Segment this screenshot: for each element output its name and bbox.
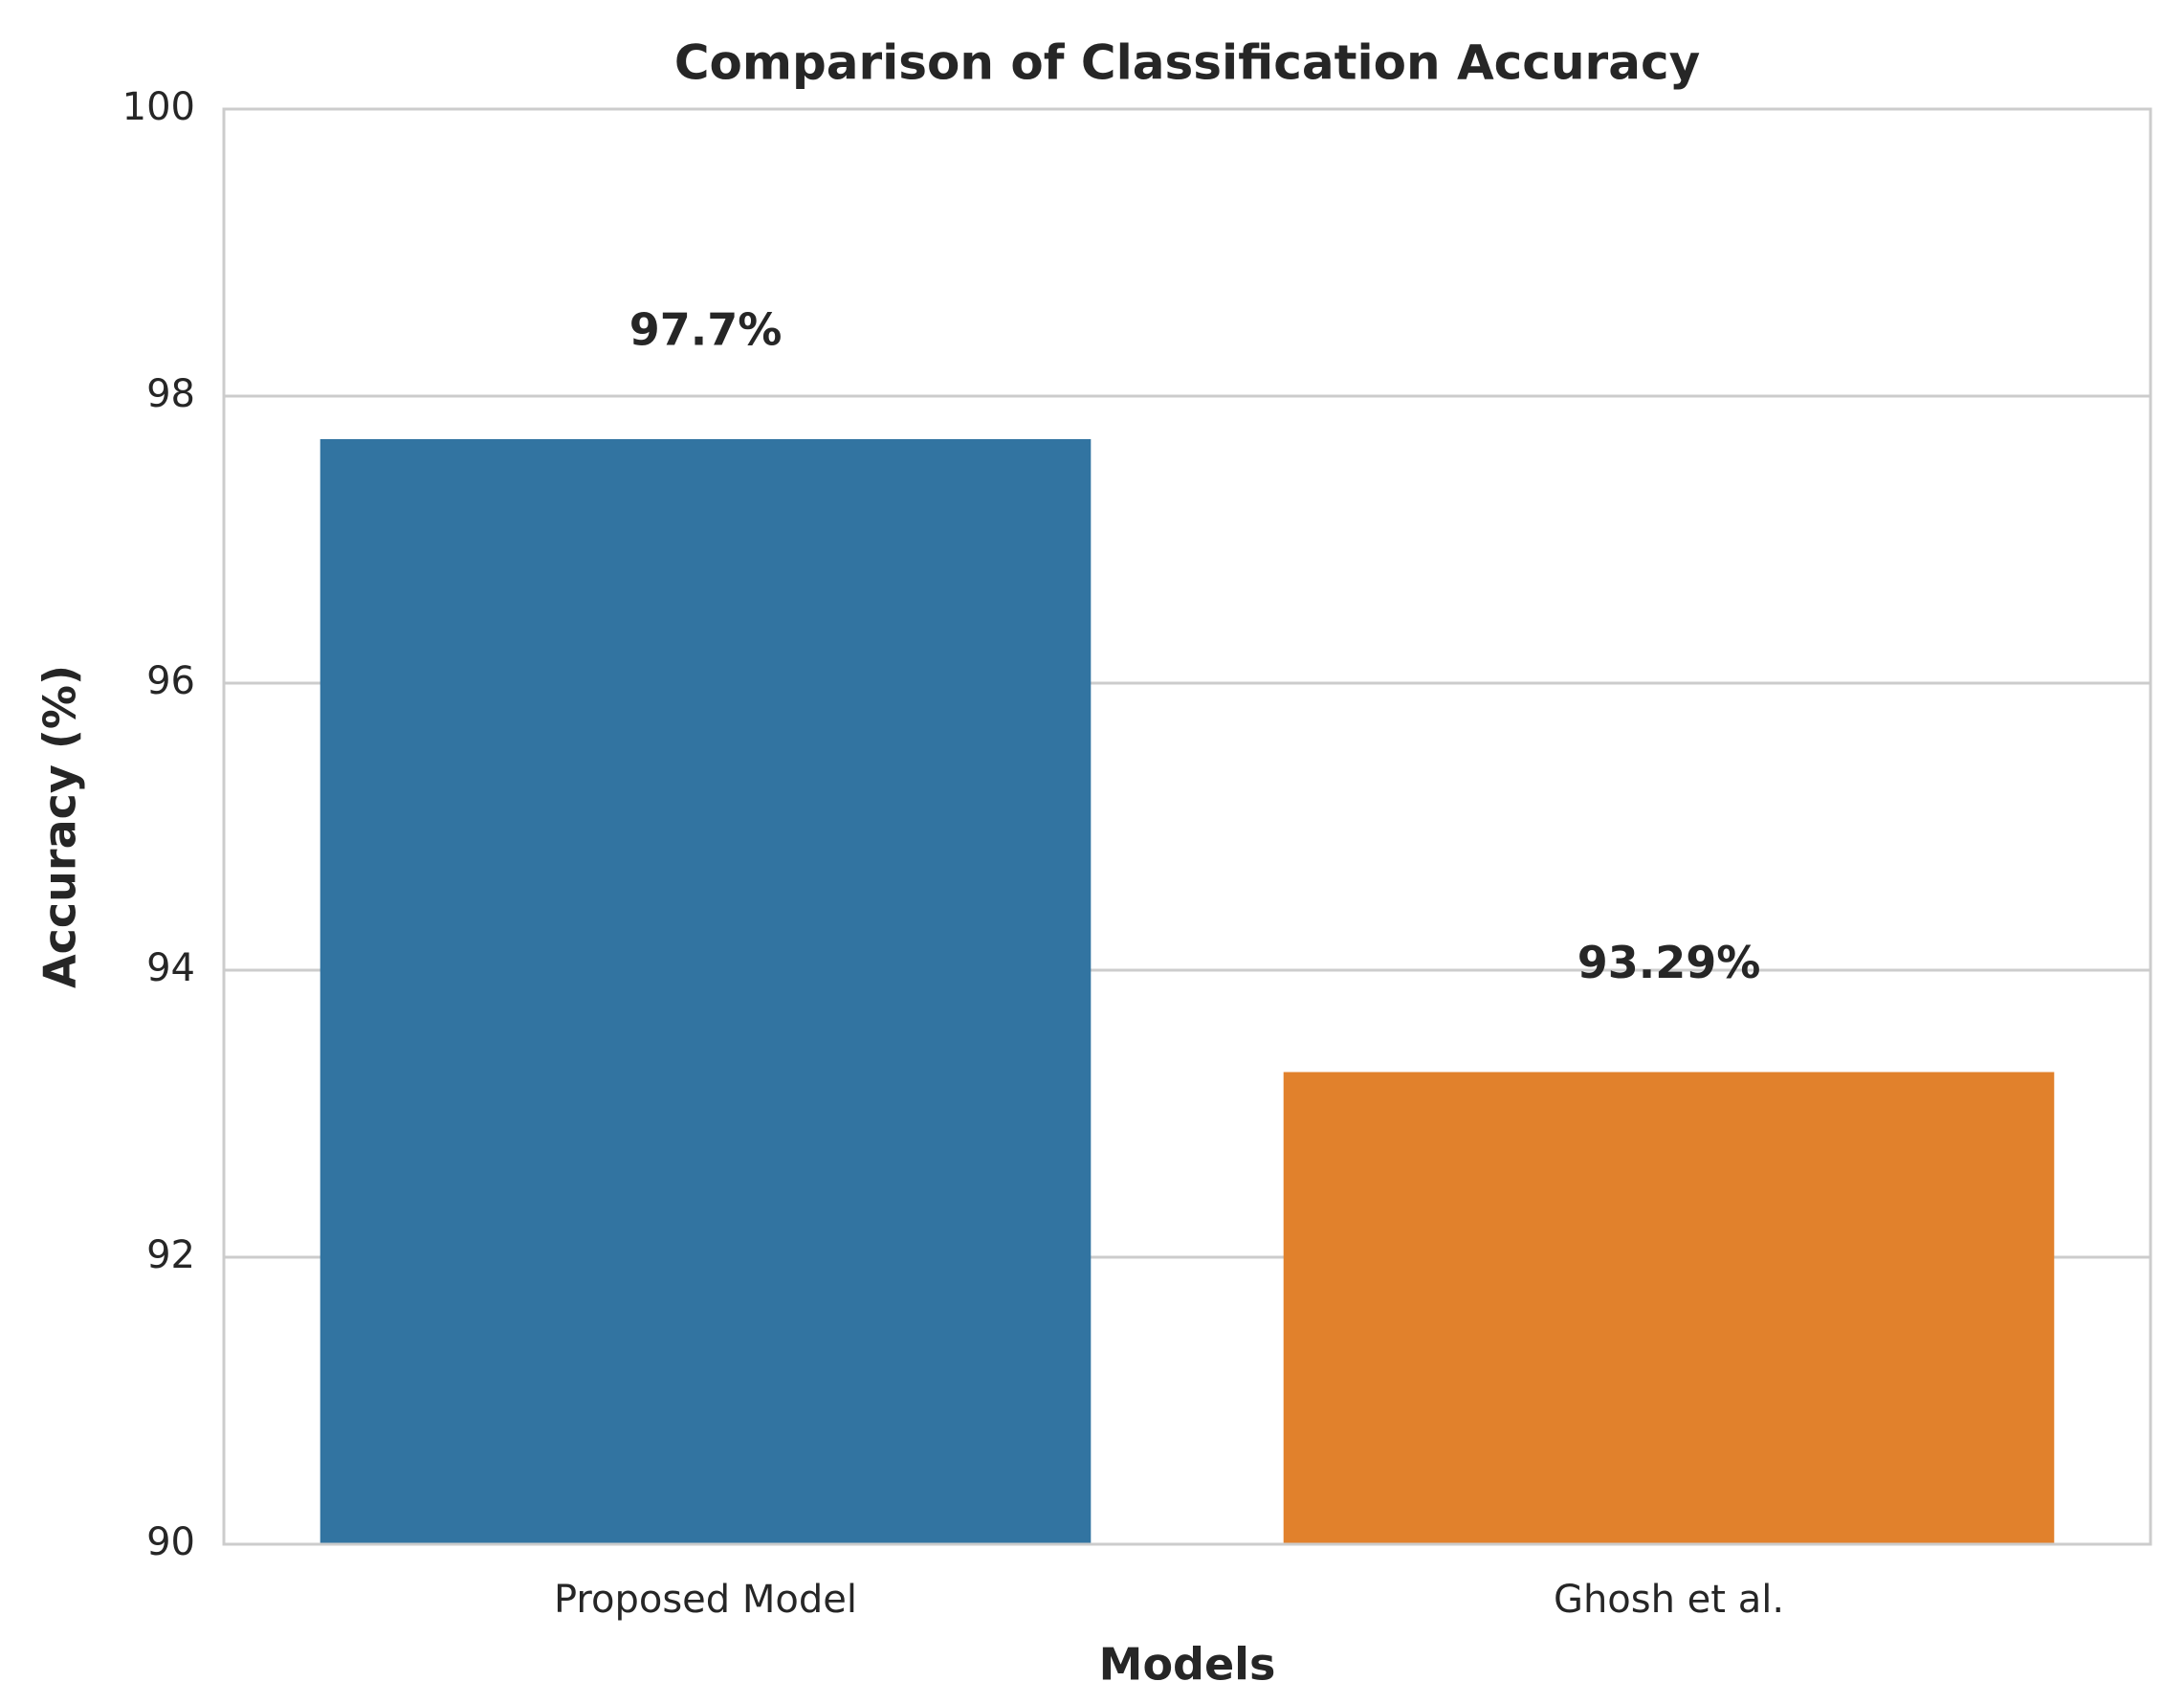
y-tick-label: 90 [146, 1520, 195, 1564]
value-label: 93.29% [1577, 937, 1761, 988]
value-label: 97.7% [629, 304, 783, 356]
y-tick-label: 92 [146, 1233, 195, 1277]
bar [1283, 1072, 2055, 1544]
y-tick-label: 98 [146, 372, 195, 416]
y-tick-label: 96 [146, 659, 195, 703]
x-tick-label: Proposed Model [554, 1578, 857, 1622]
x-tick-label: Ghosh et al. [1554, 1578, 1784, 1622]
y-tick-label: 100 [122, 85, 195, 129]
y-tick-label: 94 [146, 946, 195, 990]
bar [320, 439, 1092, 1544]
chart-title: Comparison of Classification Accuracy [674, 35, 1700, 91]
bars [320, 439, 2055, 1544]
plot-frame [222, 107, 2152, 1546]
x-axis-label: Models [1099, 1639, 1276, 1691]
y-axis-label: Accuracy (%) [34, 665, 86, 988]
